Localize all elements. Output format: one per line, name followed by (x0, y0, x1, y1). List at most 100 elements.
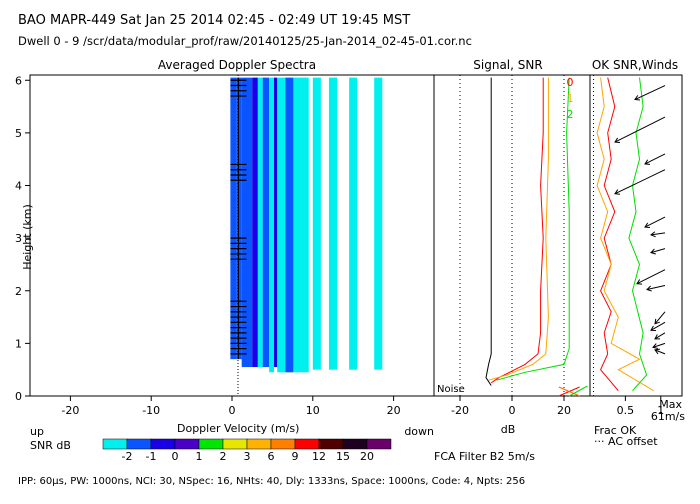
snr-cross (568, 385, 588, 397)
x-tick-label: 20 (557, 404, 571, 417)
signal-series-line (496, 77, 570, 381)
wind-arrowhead (650, 248, 656, 255)
spectra-column (257, 77, 263, 368)
colorbar-swatch (270, 438, 296, 450)
signal-series-line (488, 77, 549, 381)
header-title: BAO MAPR-449 Sat Jan 25 2014 02:45 - 02:… (18, 13, 410, 28)
colorbar-tick-label: 1 (196, 450, 203, 463)
ac-offset-label: ··· AC offset (594, 435, 658, 448)
colorbar-tick-label: 12 (312, 450, 326, 463)
spectra-column (328, 77, 338, 370)
doppler-heatmap (230, 77, 383, 373)
signal-series-line (485, 77, 492, 386)
spectra-column (241, 77, 253, 368)
y-tick-label: 3 (15, 232, 22, 245)
doppler-up-note: up (30, 425, 44, 438)
spectra-column (312, 77, 321, 370)
spectra-column (230, 77, 237, 360)
signal-snr-panel: Signal, SNR 0 1 2 -20 0 20 Noise dB FCA Filt… (433, 58, 591, 463)
wind-arrowhead (646, 285, 652, 292)
max-value: 61m/s (651, 410, 685, 423)
noise-label: Noise (437, 384, 465, 395)
legend-entry: 0 (567, 76, 574, 89)
winds-frame (589, 74, 683, 397)
wind-arrow (650, 248, 666, 254)
wind-arrow (614, 169, 666, 195)
spectra-column (236, 77, 242, 360)
colorbar-swatch (342, 438, 368, 450)
wind-arrows (614, 85, 666, 355)
spectra-column (269, 77, 275, 373)
colorbar-swatch (222, 438, 248, 450)
wind-arrow (650, 321, 666, 331)
wind-arrow (634, 85, 666, 100)
colorbar-tick-label: 6 (268, 450, 275, 463)
snr-colorbar: SNR dB -2 -1 0 1 2 3 6 9 12 15 20 (30, 438, 392, 463)
wind-arrowhead (644, 159, 651, 165)
colorbar-tick-label: 9 (292, 450, 299, 463)
colorbar-tick-label: 0 (172, 450, 179, 463)
signal-x-ticks: -20 0 20 (451, 396, 571, 417)
wind-arrow (654, 349, 666, 355)
colorbar-swatch (150, 438, 176, 450)
colorbar-swatch (246, 438, 272, 450)
x-tick-label: -10 (142, 404, 160, 417)
wind-arrowhead (634, 95, 641, 101)
wind-arrow (646, 285, 666, 290)
acquisition-parameters: IPP: 60μs, PW: 1000ns, NCI: 30, NSpec: 1… (18, 476, 525, 487)
x-tick-label: 0 (509, 404, 516, 417)
spectra-column (277, 77, 286, 373)
doppler-spectra-panel: Averaged Doppler Spectra -20 -10 0 10 20 0 1 2… (15, 58, 435, 438)
filter-label: FCA Filter B2 5m/s (434, 450, 535, 463)
wind-arrowhead (614, 189, 621, 195)
wind-arrowhead (644, 222, 651, 228)
colorbar-swatch (318, 438, 344, 450)
wind-arrowhead (650, 231, 656, 238)
fraction-ok-line (600, 77, 619, 392)
x-tick-label: 1 (657, 404, 664, 417)
signal-lines (485, 77, 588, 397)
colorbar-swatch (366, 438, 392, 450)
wind-arrowhead (652, 343, 658, 349)
signal-legend: 0 1 2 (567, 76, 574, 121)
colorbar-ticks: -2 -1 0 1 2 3 6 9 12 15 20 (122, 450, 374, 463)
spectra-column (293, 77, 309, 373)
y-tick-label: 5 (15, 127, 22, 140)
colorbar-swatches (102, 438, 392, 450)
y-tick-label: 1 (15, 337, 22, 350)
signal-series-line (490, 77, 544, 384)
wind-arrow (654, 311, 666, 325)
colorbar-swatch (198, 438, 224, 450)
winds-xlabel: Frac OK (594, 424, 637, 437)
y-tick-label: 2 (15, 285, 22, 298)
colorbar-tick-label: -2 (122, 450, 133, 463)
y-tick-label: 0 (15, 390, 22, 403)
y-tick-label: 6 (15, 74, 22, 87)
wind-arrow (644, 216, 666, 228)
ok-snr-winds-panel: OK SNR,Winds 0.5 1 Frac OK ··· AC offset … (589, 58, 685, 448)
colorbar-tick-label: 20 (360, 450, 374, 463)
snr-cross (558, 386, 580, 397)
legend-entry: 2 (567, 108, 574, 121)
doppler-y-ticks: 0 1 2 3 4 5 6 (15, 74, 30, 403)
spectra-column (285, 77, 294, 373)
wind-arrow (650, 232, 666, 236)
colorbar-swatch (174, 438, 200, 450)
header-dwell: Dwell 0 - 9 /scr/data/modular_prof/raw/2… (18, 34, 472, 48)
spectra-column (252, 77, 258, 368)
signal-grid (459, 75, 565, 396)
doppler-xlabel: Doppler Velocity (m/s) (177, 422, 299, 435)
wind-arrowhead (654, 348, 661, 355)
spectra-column (274, 77, 278, 368)
colorbar-label: SNR dB (30, 439, 71, 452)
wind-arrowhead (654, 334, 661, 340)
x-tick-label: 10 (306, 404, 320, 417)
colorbar-swatch (294, 438, 320, 450)
x-tick-label: -20 (451, 404, 469, 417)
colorbar-tick-label: 3 (244, 450, 251, 463)
wind-arrowhead (650, 325, 657, 331)
max-label: Max (659, 398, 682, 411)
fraction-ok-line (628, 77, 648, 392)
